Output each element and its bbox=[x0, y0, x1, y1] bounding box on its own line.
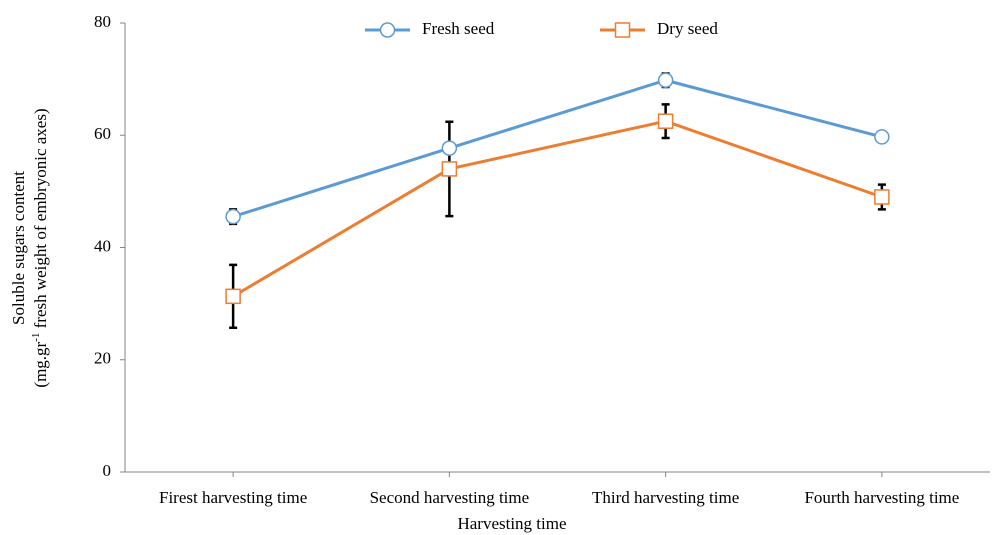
data-point bbox=[874, 189, 890, 205]
y-axis-label: Soluble sugars content (mg.gr-1 fresh we… bbox=[9, 108, 50, 387]
x-tick-label: Fourth harvesting time bbox=[804, 488, 959, 507]
data-point bbox=[441, 161, 458, 177]
data-point bbox=[657, 113, 674, 129]
series-line bbox=[232, 119, 883, 298]
legend-label: Dry seed bbox=[657, 19, 718, 38]
data-point bbox=[441, 140, 458, 156]
data-point bbox=[225, 208, 241, 225]
legend-marker bbox=[614, 22, 631, 38]
legend-marker bbox=[379, 22, 396, 38]
x-tick-label: Third harvesting time bbox=[592, 488, 739, 507]
x-tick-label: Second harvesting time bbox=[370, 488, 530, 507]
y-label-part: (mg.gr bbox=[31, 341, 50, 387]
data-point bbox=[657, 72, 674, 88]
legend-label: Fresh seed bbox=[422, 19, 495, 38]
y-label-line: (mg.gr-1 fresh weight of embryonic axes) bbox=[30, 108, 50, 387]
x-axis-label: Harvesting time bbox=[457, 514, 566, 533]
data-point bbox=[225, 288, 241, 305]
y-label-line: Soluble sugars content bbox=[9, 171, 28, 325]
y-tick-label: 80 bbox=[94, 12, 111, 31]
y-label-part: fresh weight of embryonic axes) bbox=[31, 108, 50, 332]
y-tick-label: 60 bbox=[94, 124, 111, 143]
y-tick-label: 20 bbox=[94, 349, 111, 368]
y-tick-label: 40 bbox=[94, 236, 111, 255]
y-label-sup: -1 bbox=[30, 333, 42, 342]
series-line bbox=[232, 78, 883, 219]
y-tick-label: 0 bbox=[103, 461, 112, 480]
x-tick-label: Firest harvesting time bbox=[159, 488, 307, 507]
data-point bbox=[874, 129, 890, 145]
